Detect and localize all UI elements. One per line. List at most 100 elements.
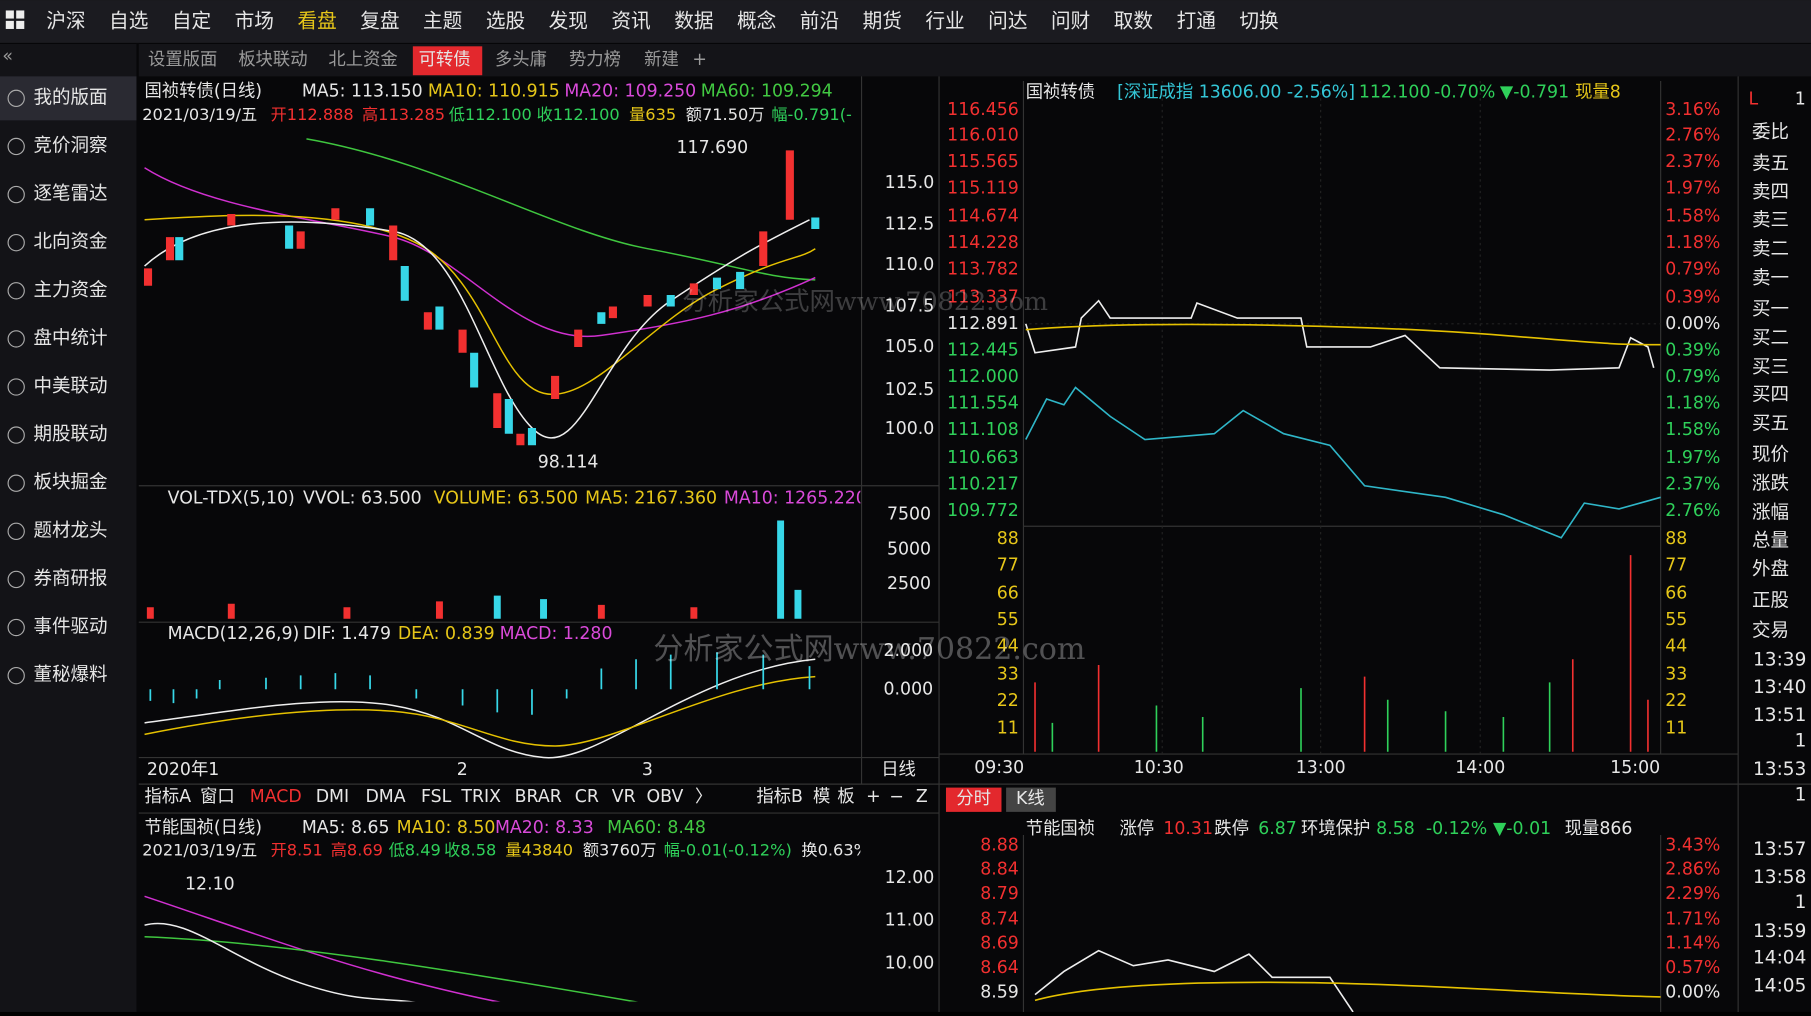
price-tick-label: 116.010 — [947, 125, 1019, 145]
indicator-control[interactable]: 指标B — [756, 787, 803, 807]
tab[interactable]: 势力榜 — [569, 50, 621, 70]
indicator-control[interactable]: + — [866, 787, 881, 807]
macd-tick-label: 2.000 — [884, 641, 934, 661]
menu-item[interactable]: 期货 — [863, 10, 902, 33]
vol-tick-label: 22 — [1665, 691, 1687, 711]
menu-item[interactable]: 问达 — [988, 10, 1027, 33]
tab[interactable]: 可转债 — [419, 50, 471, 70]
menu-item[interactable]: 看盘 — [297, 10, 336, 33]
x-label: 2 — [457, 760, 468, 780]
menu-item[interactable]: 复盘 — [360, 10, 399, 33]
price-tick-label: 110.663 — [947, 448, 1019, 468]
y-tick-label: 10.00 — [885, 953, 935, 973]
menu-item[interactable]: 数据 — [674, 10, 713, 33]
vol-tick-label: 88 — [1665, 529, 1687, 549]
menu-item[interactable]: 选股 — [486, 10, 525, 33]
menu-item[interactable]: 取数 — [1114, 10, 1154, 33]
tab[interactable]: 新建 — [644, 50, 679, 70]
price-tick-label: 109.772 — [947, 501, 1019, 521]
menu-item[interactable]: 主题 — [423, 10, 462, 33]
pct-tick-label: 2.29% — [1665, 884, 1720, 904]
sidebar-item[interactable]: 竞价洞察 — [34, 135, 108, 156]
sidebar-icon — [7, 522, 25, 540]
menu-item[interactable]: 打通 — [1177, 10, 1217, 33]
price-tick-label: 8.69 — [980, 934, 1019, 954]
sidebar-item[interactable]: 逐笔雷达 — [34, 184, 108, 205]
indicator-tab[interactable]: FSL — [421, 787, 452, 807]
vol-tick-label: 2500 — [887, 574, 931, 594]
ma-label: MA60: 109.294 — [701, 81, 833, 101]
sidebar-collapse[interactable]: « — [2, 47, 13, 67]
indicator-control[interactable]: 板 — [837, 787, 854, 807]
high-label: 12.10 — [185, 875, 235, 895]
tick-time: 14:05 — [1753, 976, 1806, 997]
top-bar — [0, 0, 1811, 43]
tick-time: 13:57 — [1753, 839, 1806, 860]
quote-header: ▼-0.01 — [1493, 819, 1551, 839]
vol-tick-label: 33 — [997, 664, 1019, 684]
y-tick-label: 112.5 — [885, 214, 935, 234]
sidebar-item[interactable]: 期股联动 — [34, 424, 108, 445]
tab[interactable]: 设置版面 — [148, 50, 217, 70]
menu-item[interactable]: 前沿 — [800, 10, 839, 33]
sidebar-item[interactable]: 盘中统计 — [34, 328, 108, 349]
indicator-tab[interactable]: 指标A — [145, 787, 192, 807]
tab[interactable]: 北上资金 — [328, 50, 397, 70]
tick-time: 13:51 — [1753, 705, 1806, 726]
pct-tick-label: 0.57% — [1665, 958, 1720, 978]
quote-header: 节能国祯 — [1026, 819, 1095, 839]
y-tick-label: 115.0 — [885, 173, 935, 193]
menu-item[interactable]: 发现 — [549, 10, 588, 33]
sidebar-item[interactable]: 事件驱动 — [34, 617, 108, 638]
menu-item[interactable]: 市场 — [235, 10, 274, 33]
quote-label: 交易 — [1752, 620, 1789, 641]
menu-item[interactable]: 切换 — [1239, 10, 1279, 33]
quote-header: 环境保护 — [1301, 819, 1370, 839]
vol-tick-label: 66 — [997, 583, 1019, 603]
vol-label: VOLUME: 63.500 — [434, 488, 579, 508]
quote-header: 跌停 — [1214, 819, 1249, 839]
tick-time: 1 — [1795, 730, 1807, 751]
macd-label: DIF: 1.479 — [303, 624, 391, 644]
indicator-tab[interactable]: OBV — [646, 787, 683, 807]
time-label: 09:30 — [974, 758, 1024, 778]
indicator-tab[interactable]: 窗口 — [200, 787, 235, 807]
sidebar-item[interactable]: 板块掘金 — [34, 472, 108, 493]
menu-item[interactable]: 行业 — [925, 10, 964, 33]
indicator-control[interactable]: Z — [916, 787, 928, 807]
sidebar-item[interactable]: 我的版面 — [34, 87, 108, 108]
indicator-tab[interactable]: 〉 — [695, 787, 712, 807]
sidebar-icon — [7, 570, 25, 589]
menu-item[interactable]: 概念 — [737, 10, 776, 33]
indicator-tab[interactable]: MACD — [250, 787, 302, 807]
sidebar-item[interactable]: 董秘爆料 — [34, 665, 108, 686]
indicator-tab[interactable]: DMI — [316, 787, 349, 807]
menu-item[interactable]: 自定 — [172, 10, 211, 33]
tab[interactable]: 板块联动 — [238, 50, 307, 70]
menu-item[interactable]: 资讯 — [611, 10, 650, 33]
tick-time: 1 — [1795, 892, 1807, 913]
menu-item[interactable]: 沪深 — [46, 10, 85, 33]
menu-item[interactable]: 问财 — [1051, 10, 1090, 33]
sidebar-item[interactable]: 题材龙头 — [34, 520, 108, 541]
tab[interactable]: 多头庸 — [495, 50, 547, 70]
bottom-tab[interactable]: 分时 — [956, 789, 991, 809]
indicator-tab[interactable]: DMA — [365, 787, 405, 807]
indicator-tab[interactable]: VR — [612, 787, 636, 807]
indicator-tab[interactable]: BRAR — [515, 787, 562, 807]
indicator-tab[interactable]: TRIX — [460, 787, 501, 807]
bottom-tab-bg — [1006, 787, 1056, 812]
sidebar-item[interactable]: 主力资金 — [34, 280, 108, 301]
indicator-control[interactable]: − — [889, 787, 904, 807]
sidebar-item[interactable]: 北向资金 — [34, 232, 108, 253]
sidebar-item[interactable]: 券商研报 — [34, 568, 108, 589]
bottom-tab[interactable]: K线 — [1016, 789, 1045, 809]
sidebar-icon — [7, 185, 25, 204]
menu-item[interactable]: 自选 — [109, 10, 148, 33]
indicator-tab[interactable]: CR — [575, 787, 599, 807]
tab-add[interactable]: + — [692, 50, 707, 70]
sidebar-icon — [7, 666, 25, 685]
indicator-control[interactable]: 模 — [813, 787, 830, 807]
price-tick-label: 8.88 — [980, 835, 1019, 855]
sidebar-item[interactable]: 中美联动 — [34, 376, 108, 397]
